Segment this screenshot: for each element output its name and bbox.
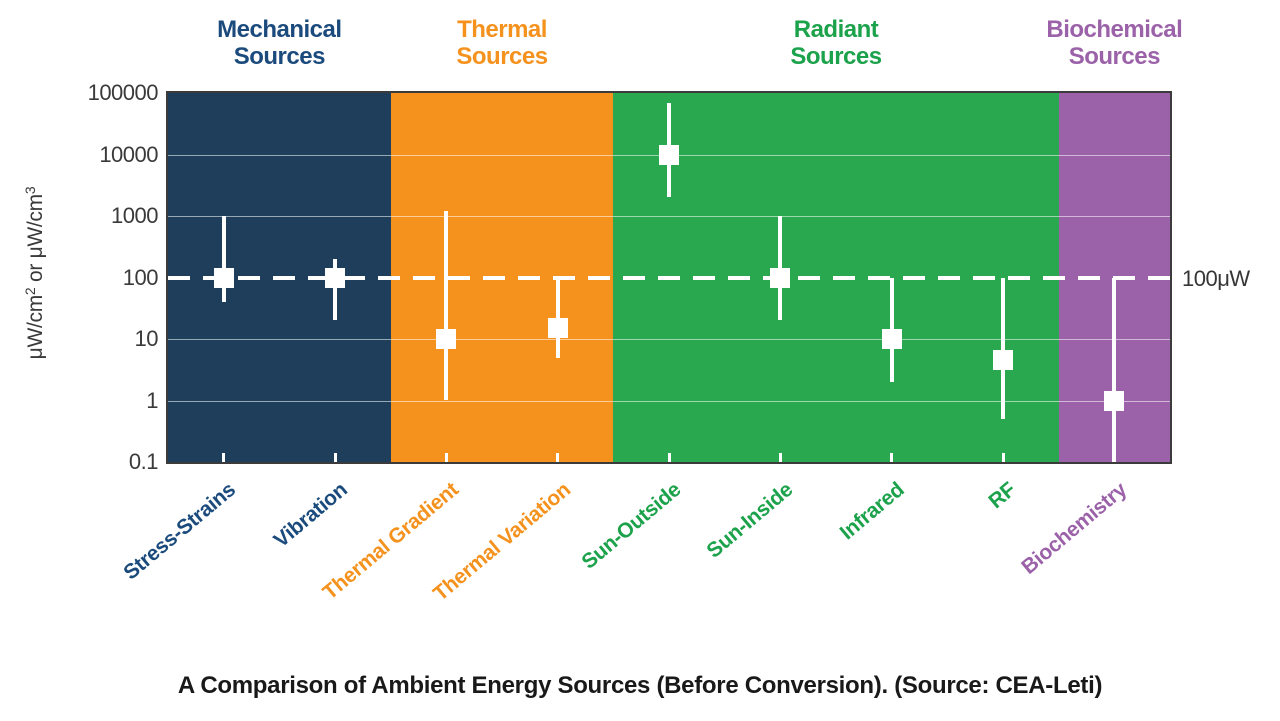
errorbar-biochemistry [1112,277,1117,462]
group-header-radiant-line2: Sources [790,43,882,70]
x-tick-infrared [890,453,894,462]
gridline-1 [168,400,1170,402]
y-axis-title: μW/cm2 or μW/cm3 [22,187,48,360]
y-axis-title-sup-2: 2 [22,287,38,296]
chart-caption: A Comparison of Ambient Energy Sources (… [177,672,1103,699]
x-label-sun-outside: Sun-Outside [577,478,686,574]
y-axis-title-text: μW/cm [24,295,47,360]
marker-biochemistry [1104,390,1125,411]
y-tick-label-0.1: 0.1 [128,449,159,474]
marker-rf [993,350,1013,371]
group-header-radiant: Radiant Sources [790,16,882,70]
marker-sun-outside [659,144,679,165]
y-tick-label-10000: 10000 [99,141,158,167]
x-label-infrared: Infrared [835,478,909,545]
x-tick-thermal-gradient [444,453,448,462]
x-tick-stress-strains [222,453,226,462]
x-tick-sun-outside [667,453,671,462]
y-tick-label-1000: 1000 [111,203,158,228]
x-tick-rf [1001,453,1005,462]
errorbar-vibration [333,258,337,321]
y-tick-label-10: 10 [134,326,159,351]
errorbar-thermal-variation [555,277,560,358]
group-header-mechanical-line2: Sources [233,43,326,70]
x-label-biochemistry: Biochemistry [1017,478,1132,579]
group-header-biochemical-line2: Sources [1068,43,1161,70]
group-header-thermal-line1: Thermal [457,16,547,43]
group-header-biochemical-line1: Biochemical [1046,16,1183,43]
y-tick-label-1: 1 [146,387,158,413]
x-tick-biochemistry [1112,453,1116,462]
errorbar-rf [1001,277,1005,419]
group-header-thermal-line2: Sources [456,43,548,70]
x-tick-sun-inside [778,453,782,462]
group-header-biochemical: Biochemical Sources [1046,16,1182,70]
errorbar-thermal-gradient [444,211,449,401]
x-label-vibration: Vibration [269,478,352,553]
gridline-10 [168,339,1170,340]
y-tick-label-100000: 100000 [87,80,159,105]
reference-line-100μW [168,275,1170,280]
marker-stress-strains [213,267,234,288]
x-tick-thermal-variation [556,453,560,462]
gridline-1000 [168,216,1170,217]
group-header-mechanical: Mechanical Sources [217,16,342,70]
x-label-rf: RF [984,478,1020,514]
x-label-stress-strains: Stress-Strains [119,478,241,585]
x-tick-vibration [333,453,337,462]
y-axis-title-sup-3: 3 [22,186,38,195]
y-tick-label-100: 100 [122,264,159,290]
plot-area [168,93,1170,462]
y-axis-title-text-2: or μW/cm [24,194,47,288]
group-header-radiant-line1: Radiant [793,16,879,43]
marker-thermal-variation [547,318,568,339]
group-header-mechanical-line1: Mechanical [217,16,342,43]
marker-vibration [325,267,345,288]
marker-thermal-gradient [436,329,457,349]
marker-infrared [881,329,902,349]
errorbar-stress-strains [221,216,226,302]
marker-sun-inside [770,267,791,288]
x-label-sun-inside: Sun-Inside [702,478,798,563]
reference-line-label: 100μW [1182,266,1250,291]
group-header-thermal: Thermal Sources [456,16,548,70]
